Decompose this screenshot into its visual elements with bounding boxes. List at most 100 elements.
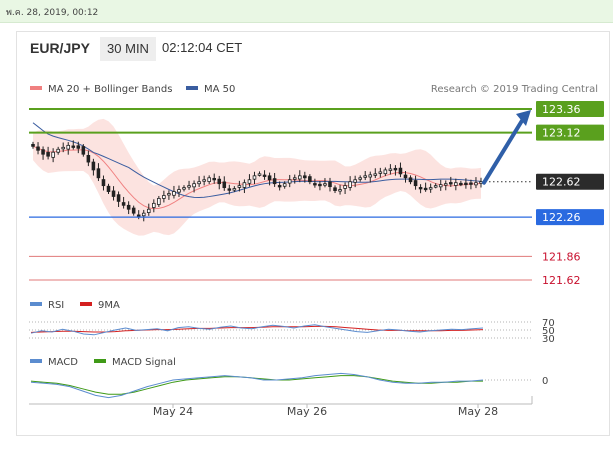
candle-body [464, 182, 468, 186]
candle-body [162, 195, 166, 199]
candle-body [237, 185, 242, 188]
candle-body [152, 202, 156, 208]
candle-body [172, 191, 176, 196]
candle-body [343, 185, 347, 189]
candle-body [247, 179, 252, 184]
ma20-legend-label: MA 20 + Bollinger Bands [48, 84, 172, 95]
chart-card [16, 31, 610, 436]
candle-body [459, 182, 463, 186]
candle-body [131, 207, 136, 214]
candle-body [408, 177, 413, 183]
rsi-ma-legend-swatch [80, 302, 92, 306]
candle-body [116, 194, 121, 202]
candle-body [373, 173, 378, 176]
level-label: 123.12 [542, 127, 581, 140]
candle-body [222, 181, 227, 189]
candle-body [177, 189, 181, 193]
x-tick-label: May 26 [287, 405, 327, 418]
forecast-arrow-shaft [482, 117, 525, 185]
candle-body [31, 143, 35, 147]
candle-body [469, 182, 473, 185]
level-badge-last_price [536, 173, 604, 190]
rsi-tick-label: 70 [542, 318, 555, 329]
candle-body [328, 181, 332, 188]
level-label: 122.26 [542, 211, 581, 224]
candle-body [418, 187, 423, 190]
candle-body [262, 174, 267, 177]
time-label: 02:12:04 CET [162, 40, 243, 55]
candle-body [91, 161, 96, 171]
candle-body [353, 179, 357, 183]
candle-body [308, 176, 312, 183]
candle-body [363, 175, 368, 178]
candle-body [197, 181, 201, 185]
candle-body [41, 149, 45, 155]
candle-body [368, 174, 373, 178]
candle-body [71, 145, 76, 148]
candle-body [207, 177, 211, 182]
candle-body [187, 185, 191, 188]
candle-body [348, 181, 352, 188]
candle-body [388, 168, 393, 171]
candle-body [454, 182, 458, 186]
candle-body [323, 183, 327, 186]
candle-body [182, 187, 186, 190]
candle-body [267, 175, 272, 181]
candle-body [36, 146, 40, 151]
rsi-tick-label: 30 [542, 334, 555, 345]
candle-body [106, 185, 111, 192]
credit-label: Research © 2019 Trading Central [431, 84, 598, 95]
date-text: พ.ค. 28, 2019, 00:12 [6, 8, 99, 18]
macd-legend-label: MACD [48, 357, 78, 368]
candle-body [479, 181, 483, 184]
candle-body [56, 148, 60, 153]
candle-body [383, 169, 388, 175]
candle-body [303, 175, 307, 179]
level-label: 123.36 [542, 103, 581, 116]
ma50-legend-swatch [186, 86, 198, 90]
candle-body [192, 183, 196, 188]
rsi-tick-label: 50 [542, 326, 555, 337]
candle-body [217, 178, 222, 185]
level-badge-support [536, 209, 604, 226]
candle-body [136, 214, 141, 217]
candle-body [61, 146, 65, 150]
x-tick-label: May 28 [458, 405, 498, 418]
candle-body [428, 187, 433, 190]
candle-body [202, 179, 206, 182]
candle-body [338, 189, 342, 192]
symbol-label: EUR/JPY [30, 40, 90, 56]
candle-body [413, 180, 418, 187]
ma50-legend-label: MA 50 [204, 84, 235, 95]
candle-body [227, 188, 232, 191]
candle-body [449, 182, 453, 185]
macd-legend-swatch [30, 359, 42, 363]
candle-body [232, 188, 237, 191]
candle-body [292, 177, 297, 180]
ma20-line [32, 145, 482, 210]
forecast-arrow-head [516, 110, 531, 126]
candle-body [393, 167, 398, 171]
macd-signal-legend-label: MACD Signal [112, 357, 176, 368]
candle-body [398, 167, 403, 175]
macd-signal-line [30, 375, 483, 395]
candle-body [474, 182, 478, 186]
candle-body [146, 208, 151, 213]
candle-body [333, 187, 337, 191]
candle-body [51, 151, 55, 158]
candle-body [433, 185, 438, 188]
rsi-line [30, 324, 484, 336]
candle-body [81, 146, 86, 155]
candle-body [257, 173, 262, 176]
candle-body [167, 193, 171, 196]
timeframe-button[interactable]: 30 MIN [100, 37, 156, 61]
candle-body [86, 154, 91, 163]
macd-tick-label: 0 [542, 376, 548, 387]
level-label: 121.86 [542, 250, 581, 263]
rsi-legend-label: RSI [48, 300, 64, 311]
candle-body [282, 183, 287, 187]
level-badge-resistance [536, 124, 604, 141]
candle-body [443, 183, 448, 186]
ma20-legend-swatch [30, 86, 42, 90]
x-tick-label: May 24 [153, 405, 193, 418]
